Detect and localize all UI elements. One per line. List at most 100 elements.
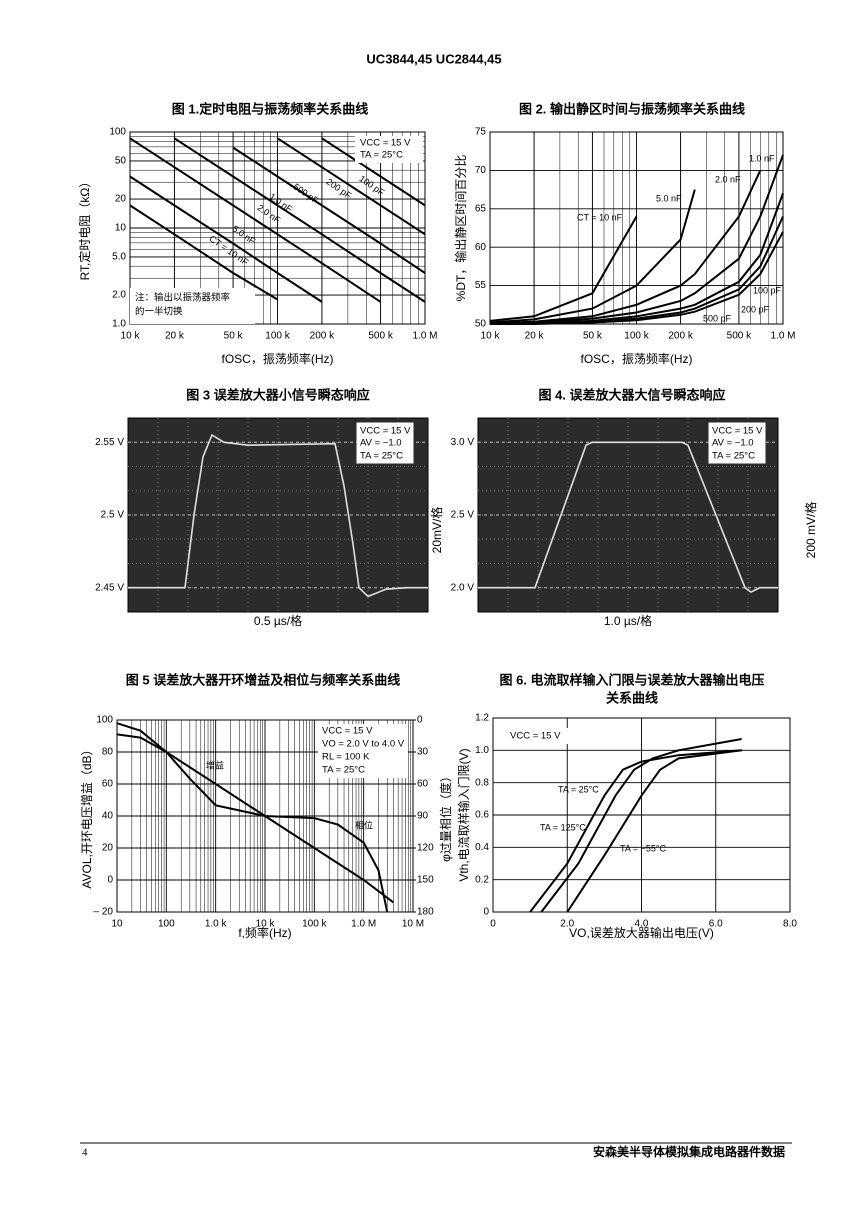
y2-tick-label: 180 [417,907,434,918]
y2-tick-label: 60 [417,779,429,790]
y-tick-label: – 20 [94,907,114,918]
x-axis-label: fOSC，振荡频率(Hz) [222,351,334,366]
x-tick-label: 100 k [302,919,327,930]
y-tick-label: 50 [475,319,487,330]
curve [276,137,426,236]
curve [129,175,323,303]
y-tick-label: 60 [475,242,487,253]
y-tick-label: 20 [115,194,127,205]
x-tick-label: 10 k [121,331,141,342]
chart-title: 图 5 误差放大器开环增益及相位与频率关系曲线 [126,672,400,687]
y2-tick-label: 0 [417,715,423,726]
annotation-box [318,724,408,778]
annotation: VCC = 15 V [712,426,763,437]
curve-label: 1.0 nF [749,153,775,163]
y-tick-label: 3.0 V [451,437,475,448]
annotation: AV = −1.0 [360,438,402,449]
x-tick-label: 50 k [583,331,603,342]
x-tick-label: 4.0 [635,919,649,930]
y-tick-label: 5.0 [112,252,126,263]
y-tick-label: 2.45 V [95,582,124,593]
x-tick-label: 0 [490,919,496,930]
curve-label: 100 pF [753,285,782,295]
curve [232,146,426,274]
annotation: VO = 2.0 V to 4.0 V [322,739,405,750]
x-axis-label: 0.5 µs/格 [254,613,302,628]
x-tick-label: 10 [111,919,123,930]
annotation: VCC = 15 V [360,426,411,437]
annotation-box [708,422,766,464]
y-tick-label: 50 [115,156,127,167]
x-tick-label: 100 [158,919,175,930]
curve [116,733,395,904]
y-tick-label: 100 [96,715,113,726]
chart-title: 图 4. 误差放大器大信号瞬态响应 [538,387,725,402]
curve-label: 5.0 nF [656,193,682,203]
y-tick-label: 1.0 [112,319,126,330]
x-tick-label: 2.0 [560,919,574,930]
y-tick-label: 75 [475,127,487,138]
x-tick-label: 10 k [481,331,501,342]
y-tick-label: 0.2 [475,874,489,885]
y-tick-label: 0 [107,875,113,886]
curve-label: TA = −55°C [620,843,666,853]
y-axis-label: AVOL,开环电压增益（dB） [80,743,94,888]
curve [321,137,426,207]
x-tick-label: 8.0 [783,919,797,930]
y-axis-label: Vth,电流取样输入门限(V) [456,748,471,881]
curve [116,722,389,913]
chart-title: 图 1.定时电阻与振荡频率关系曲线 [172,101,368,116]
y2-tick-label: 90 [417,811,429,822]
y-tick-label: 0 [483,907,489,918]
annotation: TA = 25°C [360,451,403,462]
trace [478,441,778,594]
x-tick-label: 1.0 M [412,331,437,342]
page-number: 4 [82,1147,88,1159]
y-tick-label: 2.5 V [101,510,125,521]
page-title: UC3844,45 UC2844,45 [366,51,501,66]
y-tick-label: 65 [475,203,487,214]
x-axis-label: f,频率(Hz) [238,925,291,940]
scale-label: 20mV/格 [429,507,444,554]
x-tick-label: 6.0 [709,919,723,930]
chart-title: 图 2. 输出静区时间与振荡频率关系曲线 [519,101,745,116]
y-tick-label: 0.4 [475,842,489,853]
y-tick-label: 0.6 [475,810,489,821]
x-tick-label: 1.0 M [351,919,376,930]
annotation-box [506,728,568,744]
annotation-box [355,136,423,163]
annotation-box [130,288,255,324]
y2-axis-label: φ过量相位（度） [438,770,453,862]
curve-label: 500 pF [703,313,732,323]
x-axis-label: fOSC，振荡频率(Hz) [581,351,693,366]
trace [128,433,428,598]
y-axis-label: RT,定时电阻（kΩ） [77,176,92,281]
annotation: VCC = 15 V [360,138,411,149]
annotation: TA = 25°C [360,150,403,161]
x-tick-label: 20 k [525,331,545,342]
curve-label: TA = 25°C [558,784,599,794]
annotation-box [356,422,414,464]
curve-label: TA = 125°C [540,822,586,832]
x-axis-label: 1.0 µs/格 [604,613,652,628]
y-tick-label: 2.55 V [95,437,124,448]
y-tick-label: 1.0 [475,745,489,756]
annotation: VCC = 15 V [322,726,373,737]
curve [529,749,742,913]
x-tick-label: 10 k [256,919,276,930]
x-tick-label: 500 k [727,331,752,342]
curve-label: 200 pF [741,304,770,314]
curve [566,749,742,913]
y-tick-label: 100 [109,127,126,138]
x-axis-label: VO,误差放大器输出电压(V) [569,925,714,940]
y2-tick-label: 150 [417,875,434,886]
annotation: AV = −1.0 [712,438,754,449]
x-tick-label: 1.0 M [770,331,795,342]
x-tick-label: 200 k [310,331,335,342]
y-tick-label: 20 [102,843,114,854]
publisher: 安森美半导体模拟集成电路器件数据 [593,1144,785,1159]
chart-title: 图 3 误差放大器小信号瞬态响应 [186,387,369,402]
y-tick-label: 2.0 V [451,582,475,593]
